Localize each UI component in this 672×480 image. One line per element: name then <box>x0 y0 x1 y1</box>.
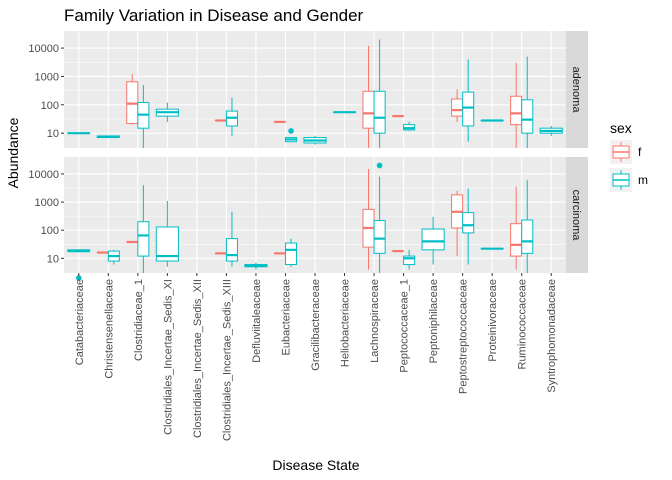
box-Lachnospiraceae-m <box>373 162 386 273</box>
box-Christensenellaceae-m <box>96 135 120 139</box>
box-Peptostreptococcaceae-m <box>462 59 475 142</box>
box-Peptococcaceae_1-m <box>403 121 416 131</box>
x-tick-label: Catabacteriaceae <box>74 279 86 365</box>
box-Peptococcaceae_1-m <box>403 249 416 270</box>
y-tick-label: 100 <box>41 100 59 112</box>
outlier-point <box>288 128 294 134</box>
x-tick-label: Gracilibacteraceae <box>310 279 322 371</box>
x-tick-label: Lachnospiraceae <box>369 279 381 363</box>
x-tick-label: Proteinivoraceae <box>487 279 499 362</box>
box-iqr <box>462 212 475 234</box>
x-tick-label: Eubacteriaceae <box>280 279 292 355</box>
facet-strip-label: carcinoma <box>570 190 582 242</box>
box-Eubacteriaceae-m <box>284 238 298 267</box>
box-iqr <box>421 228 445 251</box>
box-iqr <box>451 98 464 117</box>
x-tick-label: Syntrophomonadaceae <box>546 279 558 393</box>
box-Clostridiaceae_1-m <box>137 185 150 273</box>
x-tick-label: Clostridiaceae_1 <box>133 279 145 361</box>
box-Clostridiales_Incertae_Sedis_XIII-m <box>225 97 238 136</box>
legend: sex fm <box>610 120 648 192</box>
box-Syntrophomonadaceae-m <box>539 125 563 136</box>
x-tick-label: Clostridiales_Incertae_Sedis_XII <box>192 279 204 438</box>
x-tick-label: Clostridiales_Incertae_Sedis_XI <box>162 279 174 435</box>
box-Lachnospiraceae-f <box>362 168 375 270</box>
box-Ruminococcaceae-f <box>510 186 523 270</box>
x-tick-label: Peptoniphilaceae <box>428 279 440 363</box>
box-Clostridiaceae_1-f <box>126 74 139 125</box>
box-iqr <box>510 223 523 257</box>
box-Gracilibacteraceae-m <box>303 135 327 145</box>
outlier-point <box>75 275 82 281</box>
x-tick-label: Defluviitaleaceae <box>251 279 263 363</box>
x-tick-label: Heliobacteriaceae <box>340 279 352 367</box>
box-Peptostreptococcaceae-m <box>462 188 475 265</box>
facet-panels: 10 100 1000 10000 adenoma 10 100 1000 10000 carci… <box>28 31 588 281</box>
box-iqr <box>373 90 386 134</box>
box-Ruminococcaceae-f <box>510 62 523 148</box>
outlier-point <box>376 162 383 169</box>
panel-carcinoma: 10 100 1000 10000 carcinoma <box>28 157 588 281</box>
box-Ruminococcaceae-m <box>521 56 534 148</box>
box-iqr <box>225 238 238 262</box>
box-Lachnospiraceae-m <box>373 39 386 148</box>
box-Clostridiales_Incertae_Sedis_XI-m <box>155 200 179 267</box>
box-Defluviitaleaceae-m <box>244 262 268 270</box>
box-iqr <box>362 90 375 129</box>
legend-title: sex <box>610 120 632 136</box>
box-iqr <box>462 91 475 127</box>
y-axis-title: Abundance <box>5 117 21 188</box>
chart-title: Family Variation in Disease and Gender <box>64 6 364 25</box>
box-iqr <box>521 219 534 254</box>
box-Clostridiales_Incertae_Sedis_XIII-m <box>225 211 238 267</box>
panel-adenoma: 10 100 1000 10000 adenoma <box>28 31 588 148</box>
y-tick-label: 10 <box>47 253 59 265</box>
box-iqr <box>137 221 150 257</box>
legend-entry-label: m <box>638 173 648 187</box>
y-tick-label: 1000 <box>35 71 59 83</box>
x-tick-label: Clostridiales_Incertae_Sedis_XIII <box>221 279 233 441</box>
box-iqr <box>284 242 298 266</box>
x-tick-label: Christensenellaceae <box>103 279 115 379</box>
box-iqr <box>403 255 416 266</box>
box-iqr <box>521 99 534 134</box>
box-Catabacteriaceae-m <box>67 249 91 281</box>
y-tick-label: 10 <box>47 128 59 140</box>
box-Peptostreptococcaceae-f <box>451 89 464 122</box>
box-iqr <box>155 226 179 262</box>
box-Eubacteriaceae-m <box>284 128 298 143</box>
legend-entry-label: f <box>638 145 642 159</box>
box-Peptoniphilaceae-m <box>421 216 445 265</box>
x-tick-label: Peptostreptococcaceae <box>458 279 470 394</box>
box-Clostridiales_Incertae_Sedis_XI-m <box>155 102 179 122</box>
y-tick-label: 100 <box>41 225 59 237</box>
x-tick-label: Ruminococcaceae <box>517 279 529 370</box>
box-iqr <box>510 95 523 126</box>
box-Clostridiaceae_1-m <box>137 84 150 148</box>
box-Ruminococcaceae-m <box>521 180 534 273</box>
x-axis-ticks: Catabacteriaceae Christensenellaceae Clost… <box>74 273 558 441</box>
legend-entry-f: f <box>610 140 642 164</box>
facet-strip <box>566 157 588 273</box>
facet-strip <box>566 31 588 148</box>
box-iqr <box>373 220 386 254</box>
box-Christensenellaceae-m <box>107 249 120 265</box>
x-tick-label: Peptococcaceae_1 <box>399 279 411 373</box>
y-tick-label: 10000 <box>28 43 59 55</box>
legend-entry-m: m <box>610 168 648 192</box>
y-tick-label: 10000 <box>28 169 59 181</box>
facet-strip-label: adenoma <box>570 67 582 114</box>
y-tick-label: 1000 <box>35 197 59 209</box>
x-axis-title: Disease State <box>272 457 359 473</box>
box-Peptostreptococcaceae-f <box>451 190 464 257</box>
